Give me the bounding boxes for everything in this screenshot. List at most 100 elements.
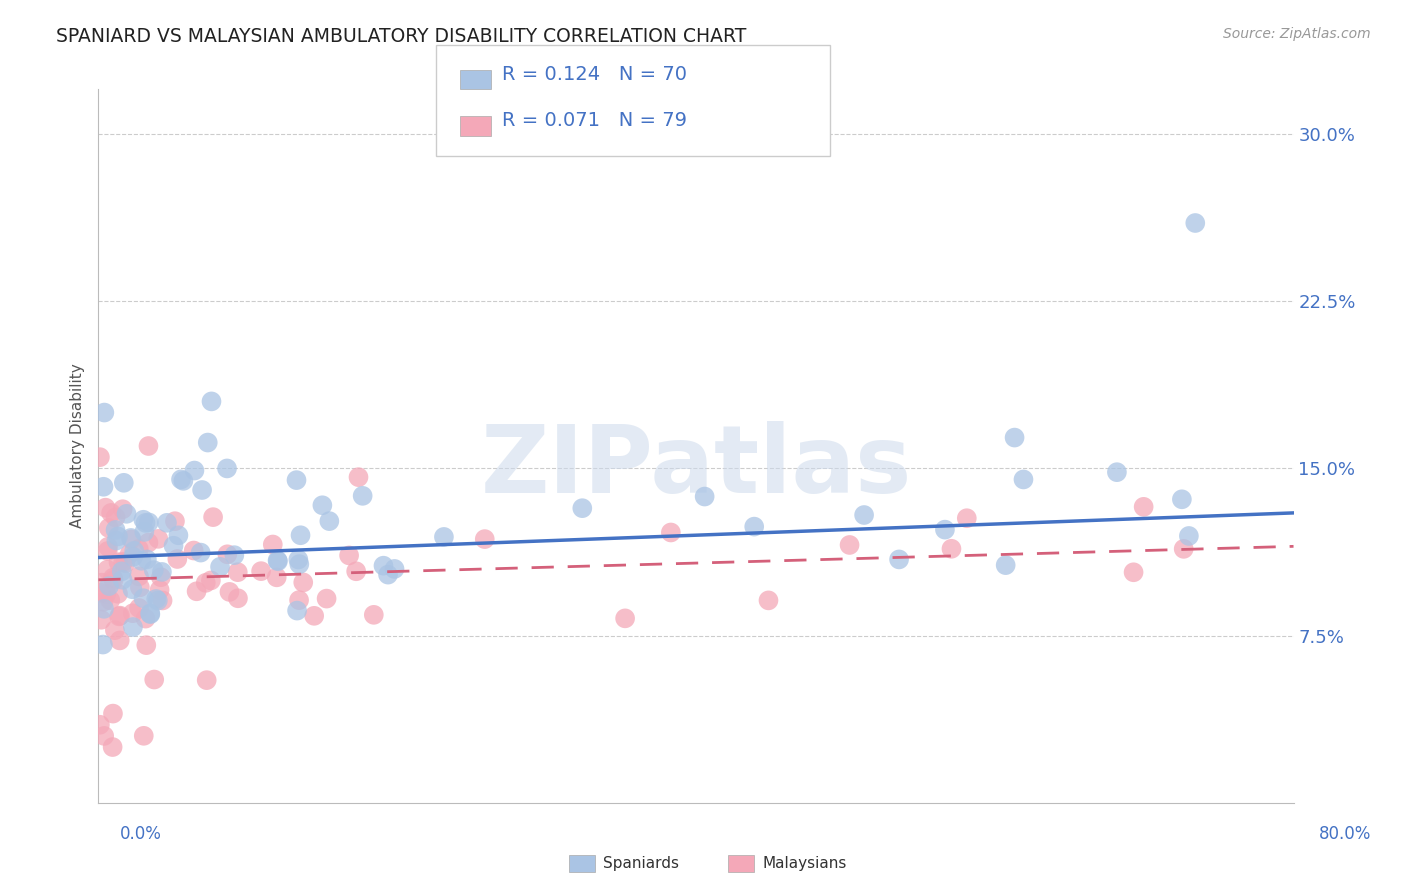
Point <box>352 489 374 503</box>
Point <box>1184 216 1206 230</box>
Point <box>145 592 167 607</box>
Point <box>337 549 360 563</box>
Point <box>104 523 127 537</box>
Point <box>122 544 145 558</box>
Text: SPANIARD VS MALAYSIAN AMBULATORY DISABILITY CORRELATION CHART: SPANIARD VS MALAYSIAN AMBULATORY DISABIL… <box>56 27 747 45</box>
Point <box>1171 492 1194 507</box>
Point <box>200 574 222 588</box>
Point <box>167 528 190 542</box>
Point <box>108 633 131 648</box>
Point <box>217 547 239 561</box>
Point <box>474 532 496 546</box>
Point <box>93 480 115 494</box>
Point <box>373 558 395 573</box>
Point <box>262 537 284 551</box>
Point <box>93 405 115 419</box>
Point <box>96 563 118 577</box>
Point <box>1178 529 1201 543</box>
Point <box>853 508 876 522</box>
Point <box>285 473 308 487</box>
Point <box>148 532 170 546</box>
Point <box>101 706 124 721</box>
Point <box>89 717 111 731</box>
Point <box>318 514 340 528</box>
Point <box>311 498 333 512</box>
Point <box>107 555 129 569</box>
Point <box>112 475 135 490</box>
Point <box>347 470 370 484</box>
Point <box>226 591 249 606</box>
Point <box>1105 465 1128 479</box>
Point <box>93 602 115 616</box>
Point <box>89 586 111 600</box>
Point <box>266 570 288 584</box>
Point <box>121 606 143 620</box>
Point <box>433 530 456 544</box>
Point <box>152 593 174 607</box>
Point <box>97 544 120 558</box>
Point <box>107 529 129 543</box>
Point <box>93 729 115 743</box>
Point <box>108 609 131 624</box>
Point <box>142 563 165 577</box>
Point <box>172 474 194 488</box>
Point <box>1004 431 1026 445</box>
Point <box>98 593 121 607</box>
Point <box>128 601 150 615</box>
Point <box>105 533 128 548</box>
Point <box>163 514 186 528</box>
Point <box>183 543 205 558</box>
Point <box>202 510 225 524</box>
Point <box>111 565 134 579</box>
Point <box>344 564 367 578</box>
Point <box>91 638 114 652</box>
Point <box>132 591 155 606</box>
Point <box>112 555 135 569</box>
Point <box>98 579 121 593</box>
Point <box>693 490 716 504</box>
Point <box>134 612 156 626</box>
Point <box>215 461 238 475</box>
Point <box>89 450 111 464</box>
Point <box>132 729 155 743</box>
Point <box>197 435 219 450</box>
Point <box>108 608 131 623</box>
Point <box>111 502 134 516</box>
Point <box>292 575 315 590</box>
Text: ZIPatlas: ZIPatlas <box>481 421 911 514</box>
Y-axis label: Ambulatory Disability: Ambulatory Disability <box>69 364 84 528</box>
Point <box>118 547 141 561</box>
Text: Spaniards: Spaniards <box>603 856 679 871</box>
Point <box>149 582 172 597</box>
Point <box>135 638 157 652</box>
Point <box>224 548 246 562</box>
Point <box>149 570 172 584</box>
Point <box>143 673 166 687</box>
Point <box>115 507 138 521</box>
Point <box>377 567 399 582</box>
Point <box>104 623 127 637</box>
Point <box>131 554 153 568</box>
Point <box>994 558 1017 573</box>
Point <box>132 513 155 527</box>
Point <box>90 613 112 627</box>
Point <box>186 584 208 599</box>
Point <box>122 620 145 634</box>
Point <box>90 575 112 590</box>
Point <box>659 525 682 540</box>
Text: 80.0%: 80.0% <box>1319 825 1371 843</box>
Point <box>128 580 150 594</box>
Point <box>290 528 312 542</box>
Point <box>209 559 232 574</box>
Point <box>1012 472 1035 486</box>
Point <box>287 552 309 566</box>
Point <box>170 472 193 486</box>
Point <box>104 510 127 524</box>
Point <box>887 552 910 566</box>
Point <box>156 516 179 530</box>
Text: Malaysians: Malaysians <box>762 856 846 871</box>
Point <box>288 557 311 571</box>
Point <box>138 516 160 530</box>
Point <box>93 595 115 609</box>
Point <box>218 585 240 599</box>
